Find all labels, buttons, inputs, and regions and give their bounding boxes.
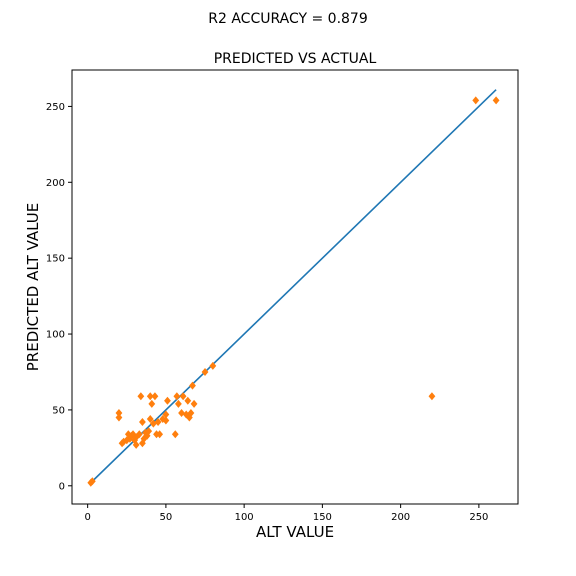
- scatter-point: [162, 410, 170, 419]
- fit-line-layer: [90, 89, 497, 484]
- scatter-point: [88, 477, 96, 486]
- scatter-point: [124, 430, 132, 439]
- scatter-point: [139, 418, 146, 427]
- scatter-point: [178, 408, 185, 417]
- y-tick-label: 250: [46, 102, 65, 113]
- scatter-point: [154, 418, 162, 427]
- x-axis-label: ALT VALUE: [256, 523, 334, 541]
- scatter-point: [184, 396, 192, 405]
- scatter-point: [139, 439, 146, 448]
- scatter-point: [164, 396, 171, 405]
- scatter-point: [142, 428, 149, 437]
- scatter-point: [149, 419, 157, 428]
- y-axis-label: PREDICTED ALT VALUE: [24, 203, 42, 371]
- scatter-point: [472, 96, 480, 105]
- scatter-point: [148, 399, 156, 408]
- scatter-point: [179, 392, 187, 401]
- scatter-point: [187, 408, 195, 417]
- axes-frame: [71, 69, 519, 505]
- y-tick-label: 50: [52, 405, 65, 416]
- scatter-point: [145, 427, 153, 436]
- y-tick-label: 0: [59, 481, 65, 492]
- scatter-point: [159, 415, 167, 424]
- y-tick-label: 100: [46, 330, 65, 341]
- scatter-point: [140, 434, 148, 443]
- scatter-point: [162, 416, 170, 425]
- scatter-point: [143, 431, 151, 440]
- scatter-point: [175, 399, 182, 408]
- scatter-point: [190, 399, 198, 408]
- scatter-point: [115, 413, 123, 422]
- y-axis-ticks: 0 50 100 150 200 250: [46, 102, 72, 492]
- scatter-point: [132, 440, 140, 449]
- plot-area: 0 50 100 150 200 250 0 50 100 150 200 250: [46, 69, 519, 523]
- scatter-point: [156, 430, 164, 439]
- x-tick-label: 250: [469, 512, 488, 523]
- scatter-point: [123, 436, 131, 445]
- scatter-point: [171, 430, 179, 439]
- x-axis-ticks: 0 50 100 150 200 250: [84, 504, 488, 523]
- scatter-points: [87, 96, 500, 487]
- scatter-point: [137, 392, 145, 401]
- figure-suptitle: R2 ACCURACY = 0.879: [208, 11, 368, 27]
- x-tick-label: 200: [391, 512, 410, 523]
- scatter-point: [428, 392, 436, 401]
- x-tick-label: 100: [235, 512, 254, 523]
- scatter-point: [146, 415, 154, 424]
- x-tick-label: 50: [160, 512, 173, 523]
- scatter-point: [151, 392, 159, 401]
- scatter-point: [115, 408, 123, 417]
- x-tick-label: 150: [313, 512, 332, 523]
- fit-line: [90, 89, 497, 484]
- scatter-point: [146, 392, 154, 401]
- scatter-point: [209, 361, 217, 370]
- scatter-point: [173, 392, 181, 401]
- y-tick-label: 150: [46, 254, 65, 265]
- chart-title: PREDICTED VS ACTUAL: [214, 51, 377, 67]
- scatter-point: [189, 381, 196, 390]
- scatter-point: [135, 430, 143, 439]
- scatter-point: [201, 367, 209, 376]
- scatter-point: [126, 434, 134, 443]
- x-tick-label: 0: [84, 512, 90, 523]
- y-tick-label: 200: [46, 178, 65, 189]
- scatter-point: [492, 96, 500, 105]
